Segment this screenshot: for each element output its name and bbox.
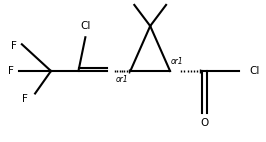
Text: or1: or1: [171, 57, 184, 66]
Text: Cl: Cl: [80, 21, 90, 31]
Text: F: F: [8, 66, 14, 76]
Text: F: F: [11, 41, 17, 51]
Text: F: F: [22, 94, 27, 104]
Text: Cl: Cl: [250, 66, 260, 76]
Text: O: O: [200, 118, 208, 128]
Text: or1: or1: [116, 75, 128, 84]
